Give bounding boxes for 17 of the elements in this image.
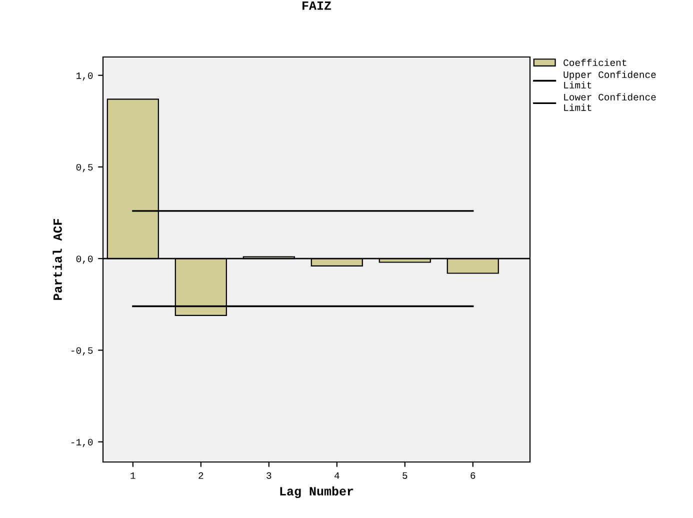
y-tick-label: 1,0 bbox=[76, 72, 93, 81]
x-axis-title: Lag Number bbox=[280, 486, 354, 498]
x-tick-label: 5 bbox=[402, 472, 408, 479]
y-tick-label: -0,5 bbox=[72, 347, 93, 356]
legend-label: Upper Confidence Limit bbox=[564, 70, 656, 88]
y-axis-title: Partial ACF bbox=[52, 219, 62, 300]
y-tick-label: -1,0 bbox=[72, 438, 93, 448]
y-tick-label: 0,5 bbox=[76, 164, 93, 172]
legend-label: Coefficient bbox=[564, 58, 626, 66]
legend-label: Lower Confidence Limit bbox=[564, 93, 656, 111]
y-tick-label: 0,0 bbox=[76, 256, 93, 264]
x-tick-label: 4 bbox=[334, 472, 340, 479]
x-tick-label: 1 bbox=[130, 472, 136, 479]
x-tick-label: 3 bbox=[266, 472, 272, 479]
x-tick-label: 2 bbox=[198, 472, 204, 479]
chart-title: FAIZ bbox=[302, 2, 331, 10]
x-tick-label: 6 bbox=[470, 472, 476, 479]
